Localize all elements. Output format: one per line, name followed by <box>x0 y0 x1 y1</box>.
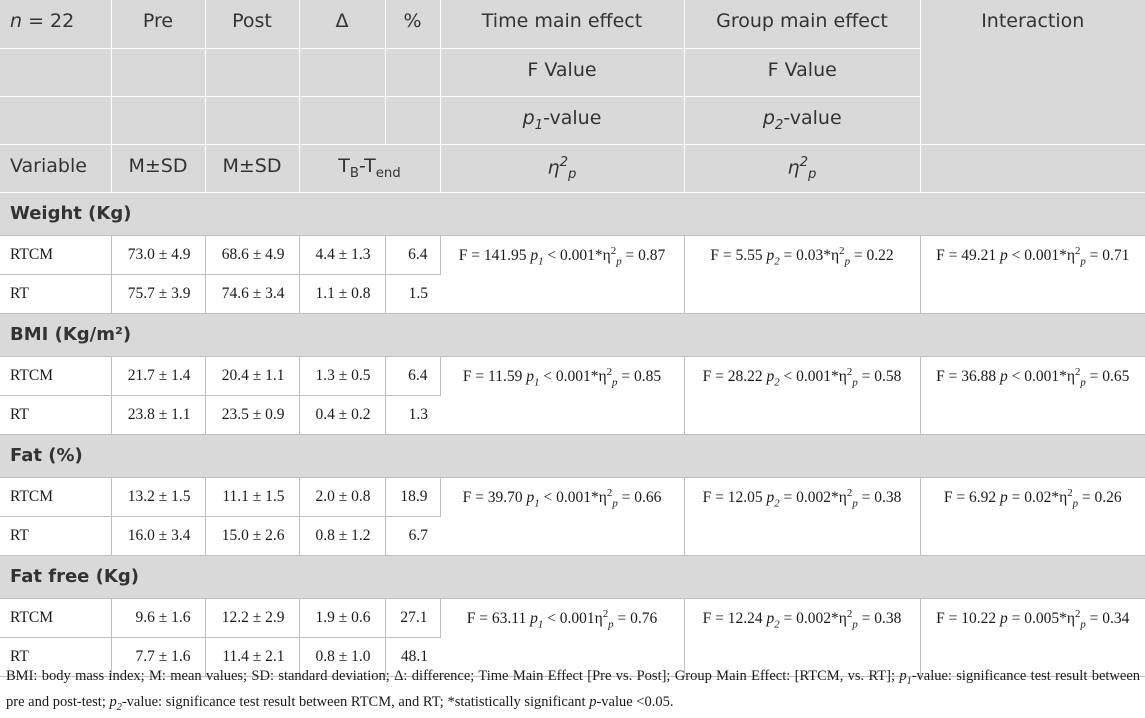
group-cell: RTCM <box>0 477 112 517</box>
group-f-value-header: F Value <box>684 48 920 97</box>
delta-cell: 2.0 ± 0.8 <box>299 477 386 517</box>
pre-cell: 75.7 ± 3.9 <box>111 274 206 314</box>
group-cell: RT <box>0 395 112 435</box>
interaction-cell: F = 36.88 p < 0.001*η2p = 0.65 <box>920 356 1145 435</box>
interaction-cell: F = 6.92 p = 0.02*η2p = 0.26 <box>920 477 1145 556</box>
percent-cell: 48.1 <box>385 637 440 677</box>
table-row: RTCM 9.6 ± 1.6 12.2 ± 2.9 1.9 ± 0.6 27.1 F = … <box>0 598 1145 677</box>
pre-cell: 7.7 ± 1.6 <box>111 637 206 677</box>
delta-cell: 0.8 ± 1.2 <box>299 516 386 556</box>
p1-value-header: p1-value <box>440 96 685 145</box>
group-cell: RT <box>0 637 112 677</box>
interaction-cell: F = 10.22 p = 0.005*η2p = 0.34 <box>920 598 1145 677</box>
section-row: Fat free (Kg) <box>0 554 1145 599</box>
post-cell: 68.6 ± 4.9 <box>205 235 300 275</box>
n-label: n = 22 <box>0 0 112 49</box>
time-main-effect-header: Time main effect <box>440 0 685 49</box>
pre-cell: 16.0 ± 3.4 <box>111 516 206 556</box>
section-row: Fat (%) <box>0 433 1145 478</box>
time-effect-cell: F = 39.70 p1 < 0.001*η2p = 0.66 <box>440 477 685 556</box>
interaction-header: Interaction <box>920 0 1145 145</box>
delta-cell: 1.9 ± 0.6 <box>299 598 386 638</box>
section-row: BMI (Kg/m²) <box>0 312 1145 357</box>
group-cell: RTCM <box>0 356 112 396</box>
post-header: Post <box>205 0 300 49</box>
pre-cell: 21.7 ± 1.4 <box>111 356 206 396</box>
post-cell: 20.4 ± 1.1 <box>205 356 300 396</box>
percent-cell: 1.3 <box>385 395 440 435</box>
post-cell: 11.4 ± 2.1 <box>205 637 300 677</box>
post-cell: 23.5 ± 0.9 <box>205 395 300 435</box>
post-cell: 74.6 ± 3.4 <box>205 274 300 314</box>
delta-cell: 4.4 ± 1.3 <box>299 235 386 275</box>
p2-value-header: p2-value <box>684 96 920 145</box>
pre-cell: 13.2 ± 1.5 <box>111 477 206 517</box>
group-effect-cell: F = 28.22 p2 < 0.001*η2p = 0.58 <box>684 356 921 435</box>
table-footnote: BMI: body mass index; M: mean values; SD… <box>6 668 1141 713</box>
group-main-effect-header: Group main effect <box>684 0 921 49</box>
header-row-1: n = 22 Pre Post Δ % Time main effect Gro… <box>0 0 1145 145</box>
post-cell: 11.1 ± 1.5 <box>205 477 300 517</box>
table-row: RTCM 13.2 ± 1.5 11.1 ± 1.5 2.0 ± 0.8 18.9 F =… <box>0 477 1145 556</box>
table-row: RT 75.7 ± 3.9 74.6 ± 3.4 1.1 ± 0.8 1.5 <box>0 274 1145 314</box>
time-f-value-header: F Value <box>440 48 685 97</box>
pre-msd-header: M±SD <box>111 144 206 193</box>
time-effect-cell: F = 63.11 p1 < 0.001η2p = 0.76 <box>440 598 685 677</box>
percent-cell: 6.4 <box>385 356 441 396</box>
pre-cell: 23.8 ± 1.1 <box>111 395 206 435</box>
percent-cell: 27.1 <box>385 598 441 638</box>
delta-cell: 1.3 ± 0.5 <box>299 356 386 396</box>
table-row: RTCM 21.7 ± 1.4 20.4 ± 1.1 1.3 ± 0.5 6.4 F = … <box>0 356 1145 435</box>
percent-cell: 18.9 <box>385 477 441 517</box>
tb-tend-header: TB-Tend <box>299 144 441 193</box>
time-eta-header: η2p <box>440 144 685 193</box>
header-row-4: Variable M±SD M±SD TB-Tend η2p η2p <box>0 144 1145 193</box>
group-effect-cell: F = 12.05 p2 = 0.002*η2p = 0.38 <box>684 477 921 556</box>
pre-cell: 73.0 ± 4.9 <box>111 235 206 275</box>
header-row-2: F Value F Value <box>0 48 1145 97</box>
table-row: RTCM 73.0 ± 4.9 68.6 ± 4.9 4.4 ± 1.3 6.4 F = … <box>0 235 1145 314</box>
interaction-cell: F = 49.21 p < 0.001*η2p = 0.71 <box>920 235 1145 314</box>
delta-cell: 1.1 ± 0.8 <box>299 274 386 314</box>
time-effect-cell: F = 11.59 p1 < 0.001*η2p = 0.85 <box>440 356 685 435</box>
pre-cell: 9.6 ± 1.6 <box>111 598 206 638</box>
percent-cell: 6.4 <box>385 235 441 275</box>
table-row: RT 23.8 ± 1.1 23.5 ± 0.9 0.4 ± 0.2 1.3 <box>0 395 1145 435</box>
group-effect-cell: F = 5.55 p2 = 0.03*η2p = 0.22 <box>684 235 921 314</box>
post-cell: 15.0 ± 2.6 <box>205 516 300 556</box>
group-cell: RTCM <box>0 598 112 638</box>
section-title: BMI (Kg/m²) <box>0 312 1145 357</box>
results-table: n = 22 Pre Post Δ % Time main effect Gro… <box>0 0 1145 677</box>
percent-cell: 1.5 <box>385 274 440 314</box>
group-effect-cell: F = 12.24 p2 = 0.002*η2p = 0.38 <box>684 598 921 677</box>
section-title: Fat (%) <box>0 433 1145 478</box>
variable-header: Variable <box>0 144 112 193</box>
group-cell: RTCM <box>0 235 112 275</box>
pre-header: Pre <box>111 0 206 49</box>
percent-cell: 6.7 <box>385 516 440 556</box>
section-title: Weight (Kg) <box>0 191 1145 236</box>
group-cell: RT <box>0 274 112 314</box>
header-row-3: p1-value p2-value <box>0 96 1145 145</box>
section-title: Fat free (Kg) <box>0 554 1145 599</box>
percent-header: % <box>385 0 441 49</box>
group-cell: RT <box>0 516 112 556</box>
delta-cell: 0.4 ± 0.2 <box>299 395 386 435</box>
section-row: Weight (Kg) <box>0 191 1145 236</box>
time-effect-cell: F = 141.95 p1 < 0.001*η2p = 0.87 <box>440 235 685 314</box>
delta-header: Δ <box>299 0 386 49</box>
post-msd-header: M±SD <box>205 144 300 193</box>
post-cell: 12.2 ± 2.9 <box>205 598 300 638</box>
group-eta-header: η2p <box>684 144 921 193</box>
table-row: RT 16.0 ± 3.4 15.0 ± 2.6 0.8 ± 1.2 6.7 <box>0 516 1145 556</box>
delta-cell: 0.8 ± 1.0 <box>299 637 386 677</box>
table-row: RT 7.7 ± 1.6 11.4 ± 2.1 0.8 ± 1.0 48.1 <box>0 637 1145 677</box>
